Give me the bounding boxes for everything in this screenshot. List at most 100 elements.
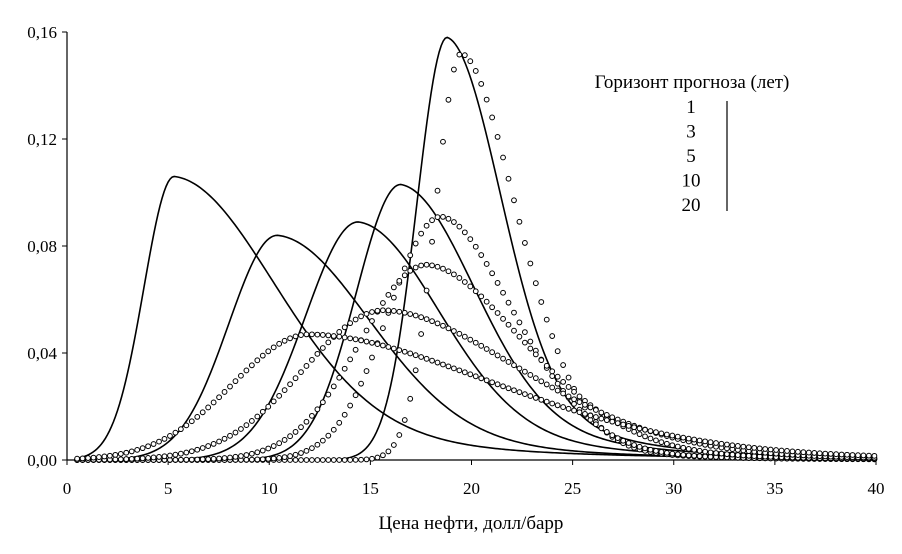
series-point bbox=[172, 456, 179, 463]
series-point bbox=[500, 289, 506, 296]
series-point bbox=[658, 449, 665, 455]
series-point bbox=[314, 441, 321, 448]
series-point bbox=[669, 442, 676, 449]
series-point bbox=[691, 447, 698, 453]
series-line bbox=[77, 234, 874, 461]
series-point bbox=[330, 333, 337, 339]
series-point bbox=[309, 356, 315, 363]
series-point bbox=[505, 385, 512, 392]
series-point bbox=[303, 418, 310, 425]
series-point bbox=[516, 319, 523, 326]
x-tick-label: 10 bbox=[261, 479, 278, 498]
series-point bbox=[702, 438, 708, 445]
series-point bbox=[259, 456, 266, 463]
series-point bbox=[270, 344, 277, 351]
series-point bbox=[560, 390, 567, 397]
series-point bbox=[784, 448, 790, 454]
series-point bbox=[188, 456, 195, 463]
series-point bbox=[691, 452, 698, 459]
series-point bbox=[221, 389, 228, 395]
series-point bbox=[270, 455, 277, 462]
series-point bbox=[483, 377, 490, 384]
axes: 0,000,040,080,120,160 5 10 15 20 25 30 35 40 bbox=[27, 23, 884, 498]
series-point bbox=[423, 355, 430, 362]
series-point bbox=[385, 448, 392, 455]
series-point bbox=[177, 426, 184, 433]
series-point bbox=[620, 437, 627, 444]
legend-entry: 5 bbox=[686, 146, 696, 167]
series-point bbox=[478, 342, 485, 349]
series-point bbox=[472, 373, 479, 380]
series-point bbox=[740, 443, 747, 450]
series-point bbox=[467, 336, 474, 343]
series-point bbox=[259, 408, 266, 415]
series-point bbox=[276, 340, 283, 347]
series-point bbox=[112, 451, 119, 458]
series-point bbox=[199, 409, 206, 416]
x-tick-label: 0 bbox=[63, 479, 72, 498]
series-point bbox=[494, 352, 501, 359]
series-point bbox=[319, 437, 326, 444]
series-point bbox=[805, 449, 812, 456]
series-point bbox=[631, 424, 638, 431]
series-layer bbox=[74, 36, 878, 463]
series-point bbox=[287, 335, 293, 342]
series-point bbox=[440, 138, 446, 145]
series-point bbox=[609, 418, 616, 425]
series-point bbox=[576, 393, 583, 400]
series-point bbox=[592, 407, 599, 413]
series-point bbox=[483, 96, 490, 103]
series-point bbox=[412, 352, 419, 359]
series-point bbox=[745, 452, 752, 459]
series-point bbox=[407, 267, 414, 274]
series-point bbox=[451, 219, 457, 225]
series-point bbox=[429, 318, 435, 325]
series-point bbox=[549, 373, 556, 379]
series-point bbox=[734, 452, 741, 458]
series-point bbox=[489, 270, 496, 277]
series-point bbox=[505, 321, 512, 328]
legend-entries: 1 3 5 10 20 bbox=[682, 97, 701, 216]
series-point bbox=[571, 407, 577, 414]
series-point bbox=[456, 367, 463, 374]
series-point bbox=[773, 447, 779, 453]
series-point bbox=[221, 455, 228, 461]
series-point bbox=[532, 375, 539, 382]
series-point bbox=[658, 430, 665, 437]
series-point bbox=[521, 329, 528, 336]
series-point bbox=[303, 331, 310, 338]
series-point bbox=[702, 448, 708, 455]
series-point bbox=[96, 454, 102, 460]
series-point bbox=[811, 450, 818, 456]
series-point bbox=[729, 442, 736, 449]
series-point bbox=[429, 262, 435, 269]
series-point bbox=[352, 316, 359, 323]
series-point bbox=[85, 455, 91, 461]
series-point bbox=[549, 368, 556, 375]
series-point bbox=[254, 413, 261, 420]
series-point bbox=[341, 334, 348, 341]
series-point bbox=[527, 372, 534, 378]
series-point bbox=[647, 435, 654, 442]
series-point bbox=[576, 409, 583, 416]
series-point bbox=[554, 373, 561, 380]
series-point bbox=[598, 425, 605, 432]
series-point bbox=[210, 441, 217, 447]
series-point bbox=[516, 333, 523, 340]
series-point bbox=[352, 346, 359, 353]
series-point bbox=[685, 435, 692, 442]
series-point bbox=[314, 406, 321, 413]
series-point bbox=[549, 384, 556, 391]
series-point bbox=[319, 332, 326, 338]
series-point bbox=[369, 309, 375, 315]
series-point bbox=[478, 293, 485, 300]
series-point bbox=[423, 287, 430, 294]
series-point bbox=[565, 384, 572, 390]
x-axis-title: Цена нефти, долл/барр bbox=[379, 513, 564, 534]
legend-title: Горизонт прогноза (лет) bbox=[595, 72, 790, 93]
series-point bbox=[418, 331, 425, 337]
series-point bbox=[543, 398, 550, 405]
series-point bbox=[292, 451, 299, 458]
series-point bbox=[440, 265, 446, 272]
series-point bbox=[183, 422, 190, 429]
